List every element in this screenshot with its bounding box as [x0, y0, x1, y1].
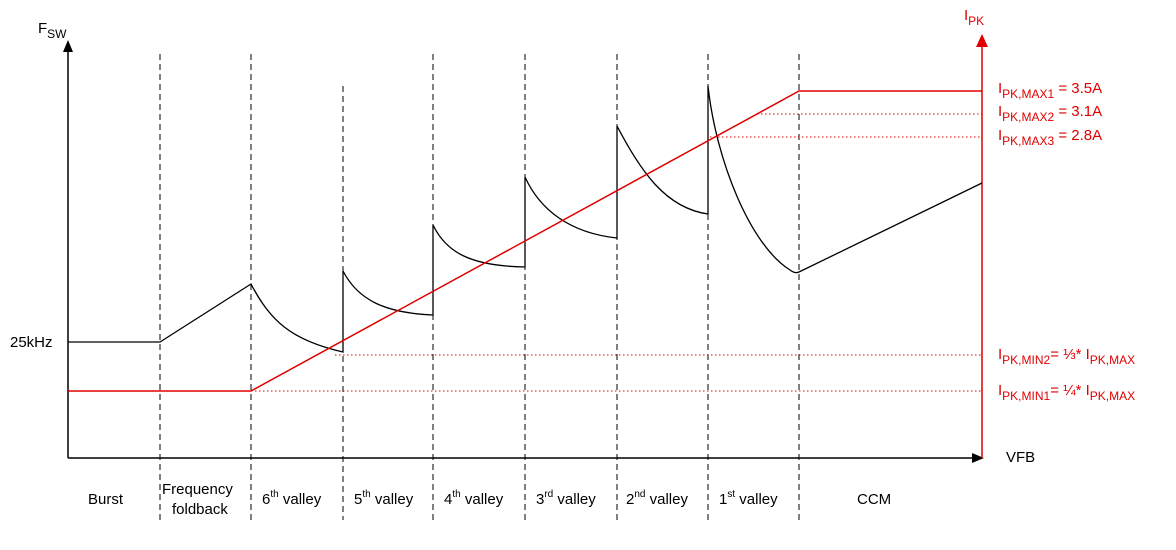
label-ipk-max1: IPK,MAX1 = 3.5A — [998, 80, 1102, 101]
y-axis-fsw-arrow-icon — [63, 40, 73, 52]
y-axis-label-ipk: IPK — [964, 7, 984, 28]
region-1st-valley: 1st valley — [719, 489, 778, 508]
ipk-labels: IPK,MAX1 = 3.5A IPK,MAX2 = 3.1A IPK,MAX3… — [998, 80, 1135, 403]
y-axis-label-fsw: FSW — [38, 20, 67, 41]
x-axis-vfb-arrow-icon — [972, 453, 984, 463]
region-4th-valley: 4th valley — [444, 489, 504, 508]
region-2nd-valley: 2nd valley — [626, 489, 688, 508]
label-ipk-max3: IPK,MAX3 = 2.8A — [998, 127, 1102, 148]
region-5th-valley: 5th valley — [354, 489, 414, 508]
region-frequency-foldback: Frequency foldback — [162, 481, 237, 518]
ipk-curve — [68, 90, 982, 392]
label-ipk-min1: IPK,MIN1= ¼* IPK,MAX — [998, 382, 1135, 403]
tick-label-25khz: 25kHz — [10, 334, 53, 351]
region-dividers — [159, 54, 800, 520]
label-ipk-min2: IPK,MIN2= ⅓* IPK,MAX — [998, 346, 1135, 367]
ipk-reference-lines — [251, 113, 982, 392]
region-ccm: CCM — [857, 491, 891, 508]
y-axis-ipk-arrow-icon — [976, 34, 988, 47]
region-3rd-valley: 3rd valley — [536, 489, 596, 508]
region-burst: Burst — [88, 491, 124, 508]
region-6th-valley: 6th valley — [262, 489, 322, 508]
fsw-curve — [68, 85, 983, 353]
label-ipk-max2: IPK,MAX2 = 3.1A — [998, 103, 1102, 124]
region-labels: Burst Frequency foldback 6th valley 5th … — [88, 481, 891, 518]
x-axis-label-vfb: VFB — [1006, 449, 1035, 466]
